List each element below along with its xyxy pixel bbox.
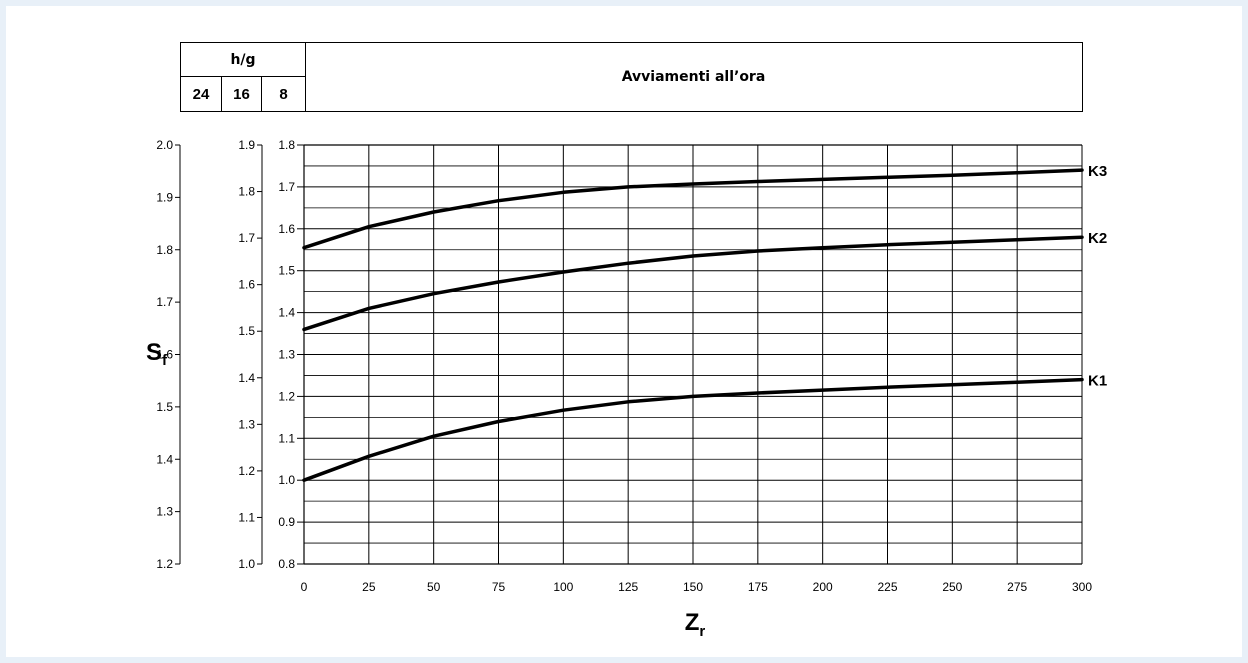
secondary-y-tick-label: 1.7 (156, 295, 173, 309)
x-tick-label: 300 (1072, 580, 1092, 594)
x-tick-label: 175 (748, 580, 768, 594)
x-tick-label: 250 (942, 580, 962, 594)
x-tick-label: 0 (301, 580, 308, 594)
secondary-y-tick-label: 1.4 (238, 371, 255, 385)
chart-panel (6, 6, 1242, 657)
secondary-y-tick-label: 1.5 (156, 400, 173, 414)
secondary-y-tick-label: 1.1 (238, 510, 255, 524)
y-axis-title-subscript: f (162, 352, 168, 369)
primary-y-tick-label: 1.7 (278, 180, 295, 194)
primary-y-tick-label: 1.5 (278, 264, 295, 278)
primary-y-tick-label: 1.1 (278, 431, 295, 445)
secondary-y-tick-label: 2.0 (156, 138, 173, 152)
primary-y-tick-label: 1.0 (278, 473, 295, 487)
secondary-y-tick-label: 1.8 (156, 243, 173, 257)
series-label-k3: K3 (1088, 163, 1107, 180)
x-tick-label: 275 (1007, 580, 1027, 594)
primary-y-tick-label: 1.6 (278, 222, 295, 236)
x-tick-label: 100 (553, 580, 573, 594)
primary-y-tick-label: 1.8 (278, 138, 295, 152)
x-tick-label: 225 (877, 580, 897, 594)
series-line-k1 (302, 377, 1084, 482)
hours-per-day-value: 16 (222, 77, 262, 111)
secondary-y-tick-label: 1.8 (238, 185, 255, 199)
secondary-y-tick-label: 1.4 (156, 452, 173, 466)
secondary-y-tick-label: 1.5 (238, 324, 255, 338)
hours-per-day-block: h/g 24 16 8 (181, 43, 306, 111)
secondary-y-tick-label: 1.9 (238, 138, 255, 152)
secondary-y-tick-label: 1.7 (238, 231, 255, 245)
secondary-y-tick-label: 1.2 (156, 557, 173, 571)
header-table: h/g 24 16 8 Avviamenti all’ora (180, 42, 1083, 112)
x-tick-label: 125 (618, 580, 638, 594)
x-tick-label: 200 (813, 580, 833, 594)
hours-per-day-value: 8 (279, 85, 288, 103)
x-tick-label: 150 (683, 580, 703, 594)
series-label-k1: K1 (1088, 373, 1107, 390)
series-line-k2 (302, 235, 1084, 332)
secondary-y-tick-label: 1.3 (156, 505, 173, 519)
x-tick-label: 50 (427, 580, 441, 594)
secondary-y-tick-label: 1.0 (238, 557, 255, 571)
series-line-k3 (302, 168, 1084, 250)
x-axis-title: Zr (685, 609, 706, 640)
primary-y-tick-label: 1.3 (278, 348, 295, 362)
secondary-y-tick-label: 1.3 (238, 417, 255, 431)
primary-y-tick-label: 1.2 (278, 389, 295, 403)
hours-per-day-value: 24 (181, 77, 222, 111)
primary-y-tick-label: 0.9 (278, 515, 295, 529)
starts-per-hour-label: Avviamenti all’ora (621, 69, 766, 85)
y-axis-title: Sf (146, 339, 168, 369)
x-tick-label: 25 (362, 580, 376, 594)
secondary-y-tick-label: 1.6 (238, 278, 255, 292)
secondary-y-tick-label: 1.6 (156, 348, 173, 362)
primary-y-tick-label: 1.4 (278, 306, 295, 320)
x-tick-label: 75 (492, 580, 506, 594)
x-axis-title-subscript: r (699, 623, 705, 640)
primary-y-tick-label: 0.8 (278, 557, 295, 571)
secondary-y-tick-label: 1.9 (156, 190, 173, 204)
series-label-k2: K2 (1088, 230, 1107, 247)
secondary-y-tick-label: 1.2 (238, 464, 255, 478)
hours-per-day-label: h/g (181, 43, 305, 77)
